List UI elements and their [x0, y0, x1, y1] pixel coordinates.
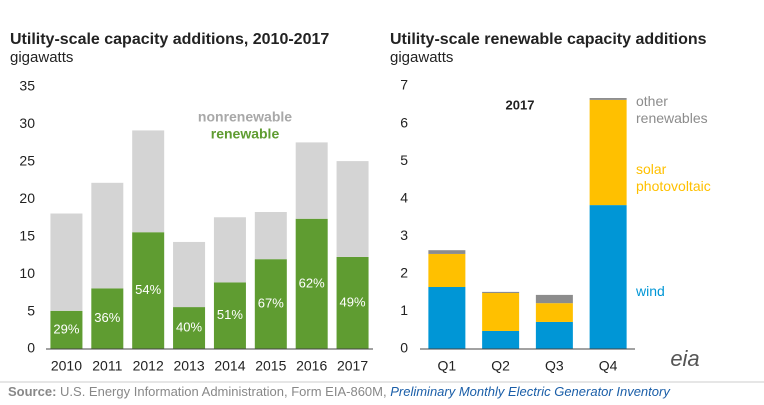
annotation: 2017 — [506, 97, 535, 112]
x-tick-label: 2011 — [92, 358, 122, 374]
chart-subtitle: gigawatts — [10, 49, 73, 66]
y-tick-label: 30 — [19, 115, 35, 131]
bar-segment — [589, 99, 627, 206]
bar-segment — [254, 212, 287, 260]
y-tick-label: 35 — [19, 78, 35, 94]
legend-label: renewable — [211, 126, 280, 142]
bar-segment — [254, 259, 287, 349]
legend-line: other — [636, 93, 668, 109]
legend-label: solar photovoltaic — [636, 161, 711, 194]
share-label: 51% — [217, 307, 243, 322]
bar-segment — [482, 293, 520, 331]
bar-segment — [535, 294, 573, 304]
x-tick-label: 2015 — [255, 358, 286, 374]
bar-segment — [336, 161, 369, 257]
bar-segment — [336, 256, 369, 349]
y-tick-label: 0 — [400, 340, 408, 356]
bar-segment — [482, 330, 520, 349]
bar-segment — [50, 310, 83, 349]
y-tick-label: 3 — [400, 227, 408, 243]
share-label: 49% — [340, 294, 366, 309]
share-label: 54% — [135, 282, 161, 297]
legend-line: photovoltaic — [636, 178, 711, 194]
bar-segment — [91, 288, 124, 349]
y-tick-label: 20 — [19, 190, 35, 206]
legend-label: wind — [635, 283, 665, 299]
source: Source: U.S. Energy Information Administ… — [8, 384, 671, 399]
bar-segment — [589, 98, 627, 100]
y-tick-label: 4 — [400, 189, 408, 205]
share-label: 36% — [94, 310, 120, 325]
chart-title: Utility-scale capacity additions, 2010-2… — [10, 31, 329, 48]
y-tick-label: 6 — [400, 114, 408, 130]
y-tick-label: 25 — [19, 153, 35, 169]
legend-label: nonrenewable — [198, 109, 292, 125]
x-tick-label: 2014 — [214, 358, 245, 374]
legend-line: wind — [635, 283, 665, 299]
legend-label: other renewables — [636, 93, 708, 126]
chart-subtitle: gigawatts — [390, 49, 453, 66]
bar-segment — [50, 213, 83, 311]
x-tick-label: 2010 — [51, 358, 82, 374]
x-tick-label: 2013 — [173, 358, 204, 374]
source-text: U.S. Energy Information Administration, … — [60, 384, 390, 399]
bar-segment — [535, 321, 573, 349]
bar-segment — [428, 253, 466, 288]
share-label: 40% — [176, 319, 202, 334]
share-label: 67% — [258, 296, 284, 311]
bar-segment — [295, 218, 328, 349]
y-tick-label: 15 — [19, 227, 35, 243]
bar-segment — [173, 241, 206, 308]
x-tick-label: 2012 — [133, 358, 164, 374]
x-tick-label: 2016 — [296, 358, 327, 374]
bar-segment — [428, 287, 466, 349]
x-tick-label: Q4 — [599, 358, 618, 374]
source-link: Preliminary Monthly Electric Generator I… — [390, 384, 671, 399]
bar-segment — [295, 142, 328, 219]
chart-title: Utility-scale renewable capacity additio… — [390, 31, 707, 48]
y-tick-label: 7 — [400, 77, 408, 93]
bar-segment — [428, 250, 466, 254]
legend-line: solar — [636, 161, 667, 177]
logo: eia — [670, 346, 699, 371]
bar-segment — [173, 307, 206, 349]
y-tick-label: 0 — [27, 340, 35, 356]
bar-segment — [535, 303, 573, 322]
source-label: Source: — [8, 384, 56, 399]
x-tick-label: Q3 — [545, 358, 564, 374]
bar-segment — [482, 291, 520, 294]
y-tick-label: 5 — [400, 152, 408, 168]
y-tick-label: 2 — [400, 265, 408, 281]
y-tick-label: 5 — [27, 302, 35, 318]
x-tick-label: 2017 — [337, 358, 368, 374]
bar-segment — [213, 282, 246, 349]
share-label: 62% — [299, 275, 325, 290]
bar-segment — [132, 232, 165, 349]
bar-segment — [132, 130, 165, 233]
bar-segment — [589, 205, 627, 349]
share-label: 29% — [53, 321, 79, 336]
legend-line: renewables — [636, 110, 708, 126]
y-tick-label: 1 — [400, 302, 408, 318]
y-tick-label: 10 — [19, 265, 35, 281]
bar-segment — [213, 217, 246, 283]
bar-segment — [91, 182, 124, 289]
x-tick-label: Q1 — [438, 358, 457, 374]
x-tick-label: Q2 — [491, 358, 510, 374]
